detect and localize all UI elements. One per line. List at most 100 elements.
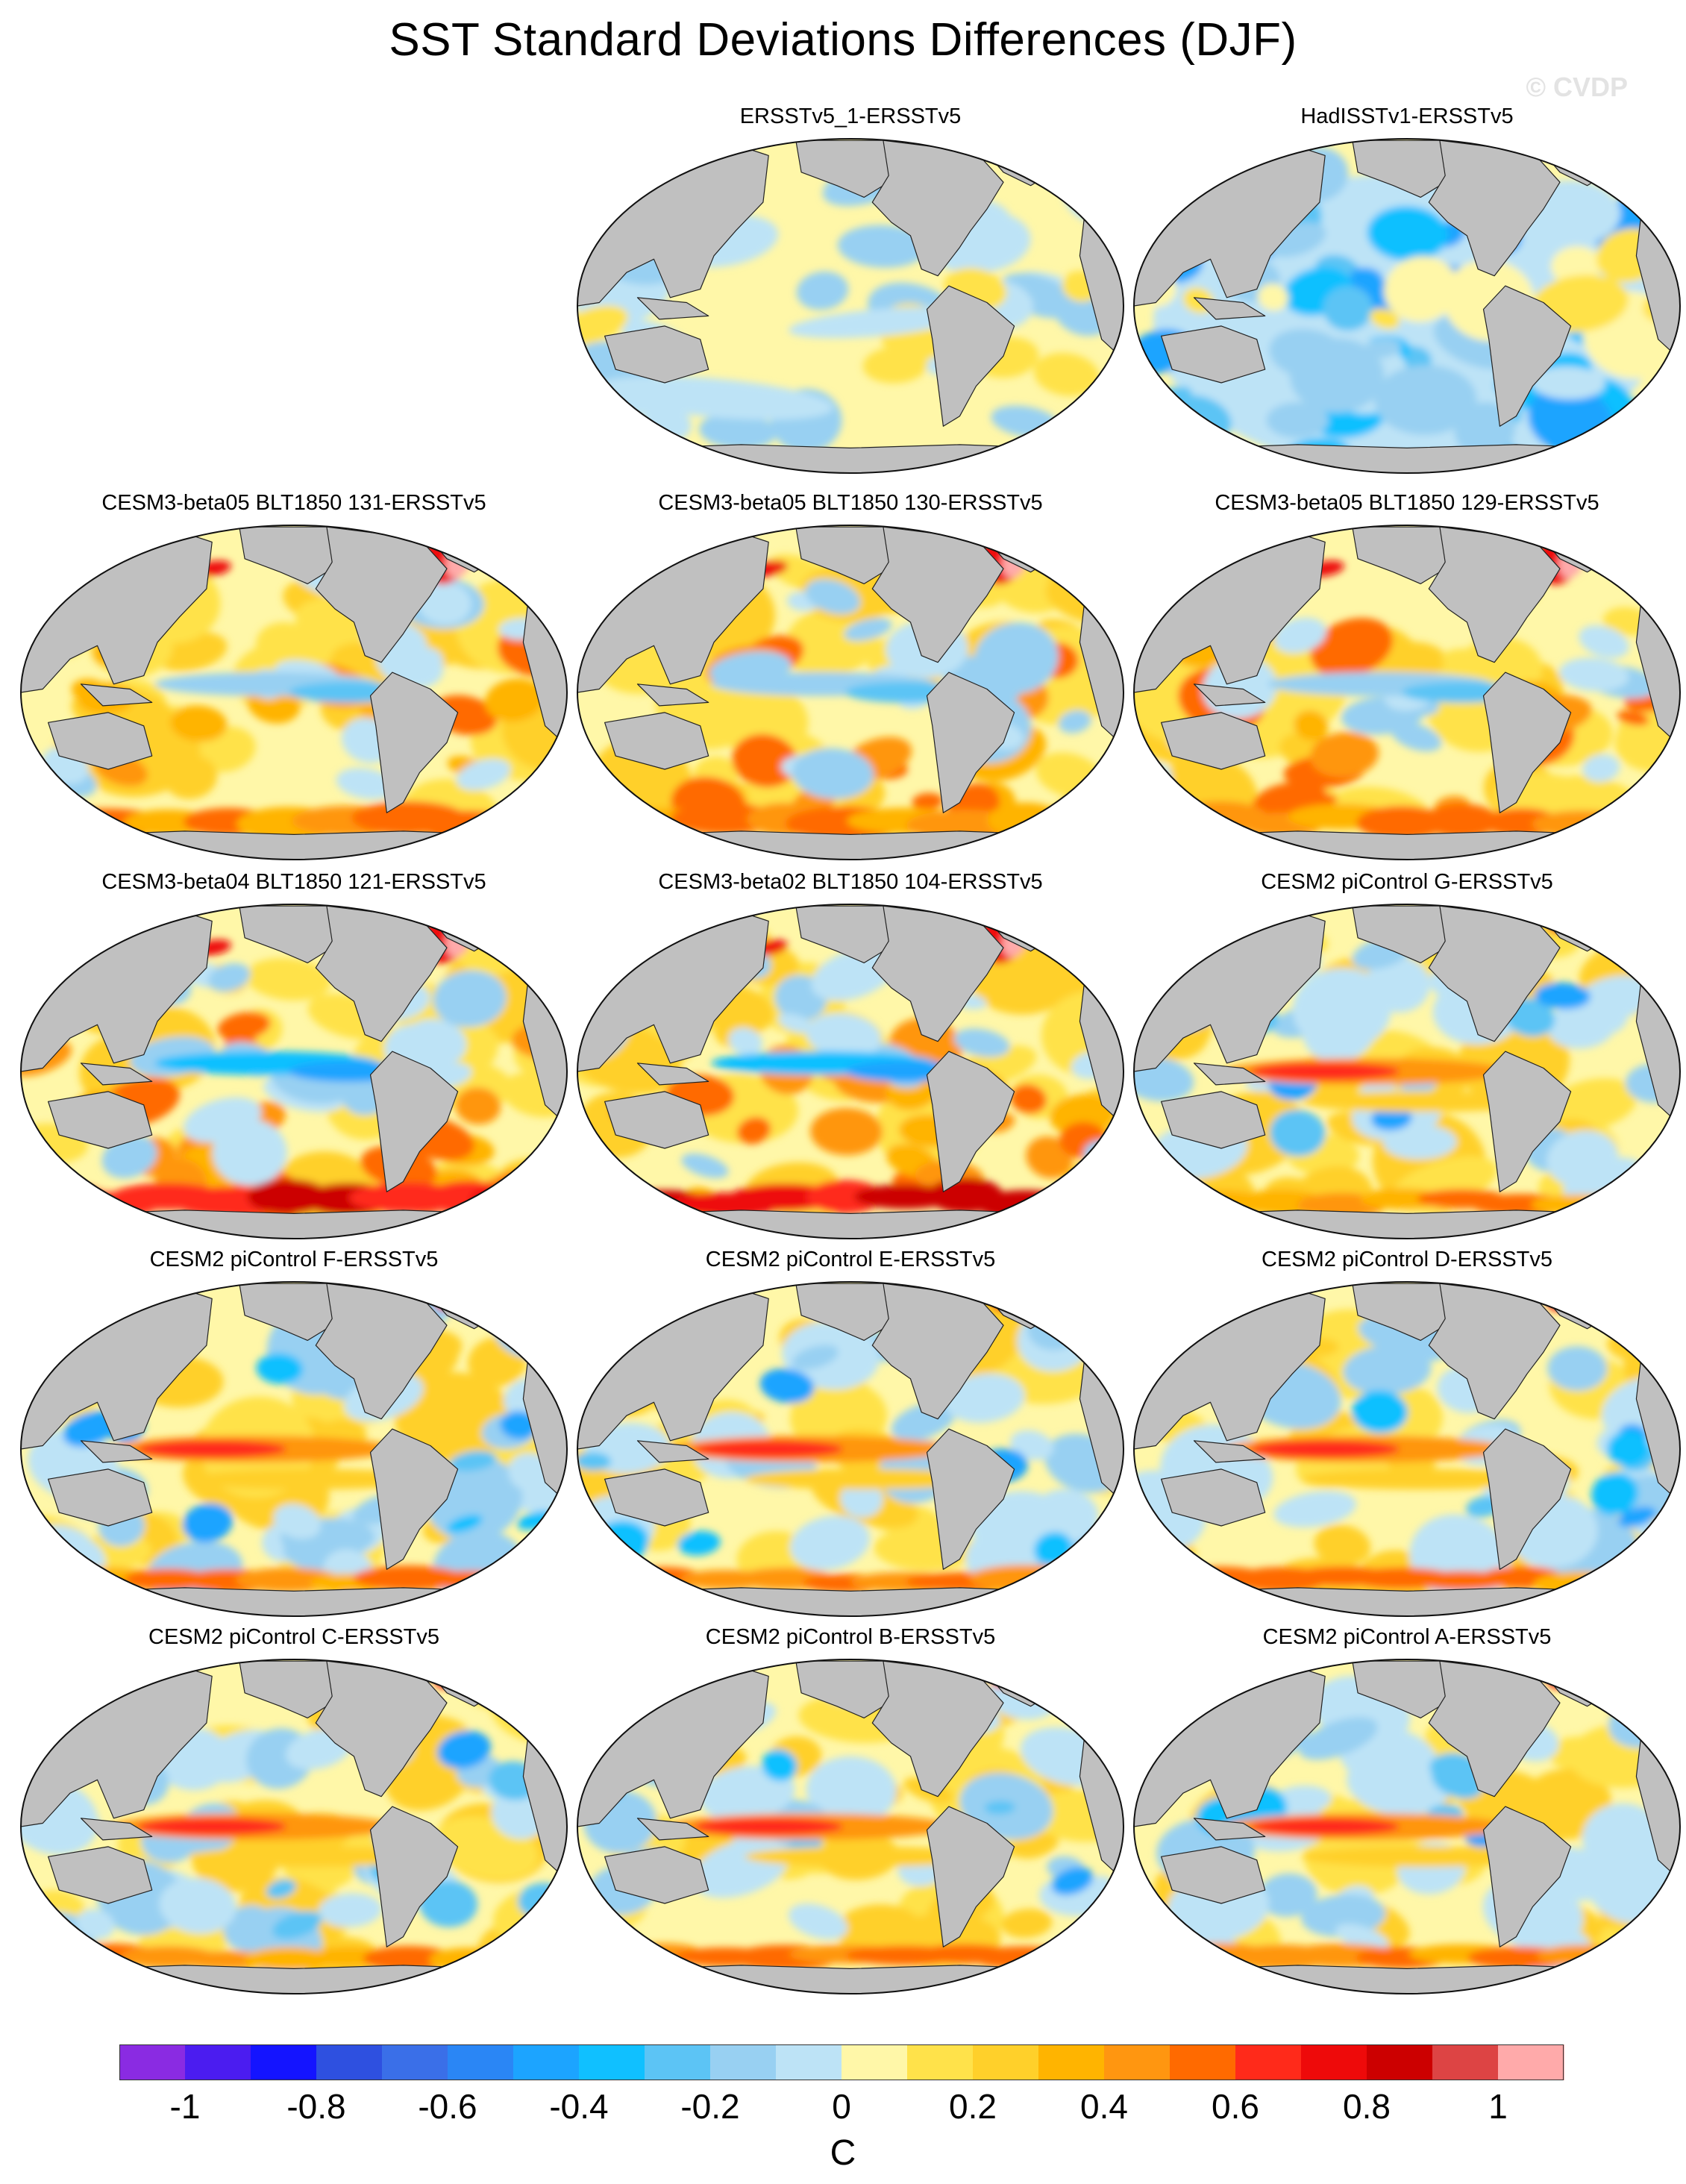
colorbar-tick-label: 0.4 [1080,2087,1128,2126]
panel-title: HadISSTv1-ERSSTv5 [1300,104,1514,128]
land-australia [47,1846,153,1904]
colorbar-tick-label: 0 [832,2087,851,2126]
anomaly-blob [1040,1944,1124,1970]
anomaly-blob [984,1800,1015,1815]
anomaly-blob [476,811,567,838]
anomaly-blob [394,1371,513,1462]
anomaly-blob [705,1781,753,1821]
anomaly-blob [496,924,551,967]
land-indonesia [636,1063,709,1086]
anomaly-blob [1032,1489,1099,1542]
land-australia [1160,1091,1266,1149]
anomaly-blob [728,1027,763,1056]
ocean-map [577,1281,1124,1617]
anomaly-blob [129,525,175,535]
anomaly-blob [679,1659,721,1669]
anomaly-blob [1310,618,1393,678]
anomaly-blob [953,1028,1010,1057]
land-north-america [315,1283,448,1420]
land-australia [604,1846,709,1904]
land-indonesia [80,1818,153,1841]
land-australia [1160,1468,1266,1527]
anomaly-blob [208,963,251,992]
anomaly-blob [427,1180,510,1215]
anomaly-blob [170,705,228,742]
anomaly-blob [577,1314,621,1346]
anomaly-blob [1360,1188,1443,1210]
anomaly-blob [163,755,218,799]
land-north-america [1428,140,1561,277]
ocean-map [20,1659,568,1994]
colorbar-tick-label: 0.8 [1343,2087,1391,2126]
land-antarctica [1160,1210,1654,1239]
colorbar-tick-label: -0.2 [680,2087,740,2126]
anomaly-blob [1273,1491,1357,1527]
colorbar-swatch [710,2044,777,2080]
anomaly-blob [1350,267,1383,287]
ocean-map [577,525,1124,860]
anomaly-blob [441,1282,474,1292]
anomaly-blob [762,1749,797,1782]
land-north-america [1428,1283,1561,1420]
anomaly-blob [272,1911,322,1939]
map-boundary [20,1281,568,1617]
anomaly-blob [1534,982,1591,1010]
land-australia [47,712,153,770]
land-antarctica [47,1965,541,1994]
colorbar-swatch [448,2044,514,2080]
anomaly-blob [129,904,175,914]
anomaly-blob [1343,1345,1432,1395]
land-australia [1160,325,1266,384]
anomaly-blob [1423,804,1499,838]
anomaly-blob [1134,407,1180,437]
anomaly-blob [245,958,331,1001]
anomaly-blob [420,810,517,842]
anomaly-blob [792,748,874,799]
land-north-america [871,905,1004,1042]
colorbar-swatch [1301,2044,1367,2080]
anomaly-blob [1301,1468,1541,1490]
land-north-america [1428,526,1561,663]
map-boundary [20,525,568,860]
anomaly-blob [455,1087,501,1125]
anomaly-blob [1235,904,1278,914]
colorbar-swatch [185,2044,251,2080]
anomaly-blob [1579,625,1629,658]
map-boundary [1133,525,1681,860]
land-indonesia [636,1818,709,1841]
land-south-america [926,1428,1015,1570]
colorbar-frame [119,2044,1564,2080]
panel-title: CESM2 piControl D-ERSSTv5 [1262,1248,1552,1271]
land-indonesia [636,297,709,320]
land-antarctica [47,830,541,860]
colorbar-swatch [1235,2044,1302,2080]
land-indonesia [80,1063,153,1086]
anomaly-blob [745,1846,984,1868]
panel-title: CESM3-beta04 BLT1850 121-ERSSTv5 [101,870,486,894]
anomaly-blob [577,1950,649,1973]
anomaly-blob [997,1282,1031,1292]
land-north-america [871,526,1004,663]
map-boundary [1133,1659,1681,1994]
anomaly-blob [1258,284,1288,311]
colorbar-tick-label: -1 [169,2087,201,2126]
anomaly-blob [1367,206,1449,261]
panel-title: CESM2 piControl G-ERSSTv5 [1261,870,1553,894]
land-north-america [1428,905,1561,1042]
anomaly-blob [1250,1440,1400,1458]
anomaly-blob [1582,1190,1680,1213]
panel-title: ERSSTv5_1-ERSSTv5 [739,104,962,128]
land-indonesia [1193,1818,1266,1841]
colorbar-swatch [1498,2044,1564,2080]
ocean-map [577,904,1124,1239]
anomaly-blob [1601,808,1680,835]
anomaly-blob [1531,366,1605,400]
anomaly-blob [1001,1909,1053,1939]
anomaly-blob [997,1659,1031,1669]
anomaly-blob [1607,797,1680,845]
land-south-america [926,285,1015,427]
anomaly-blob [1302,998,1377,1062]
anomaly-blob [336,768,395,800]
panel-title: CESM3-beta02 BLT1850 104-ERSSTv5 [658,870,1043,894]
anomaly-blob [788,1903,848,1939]
